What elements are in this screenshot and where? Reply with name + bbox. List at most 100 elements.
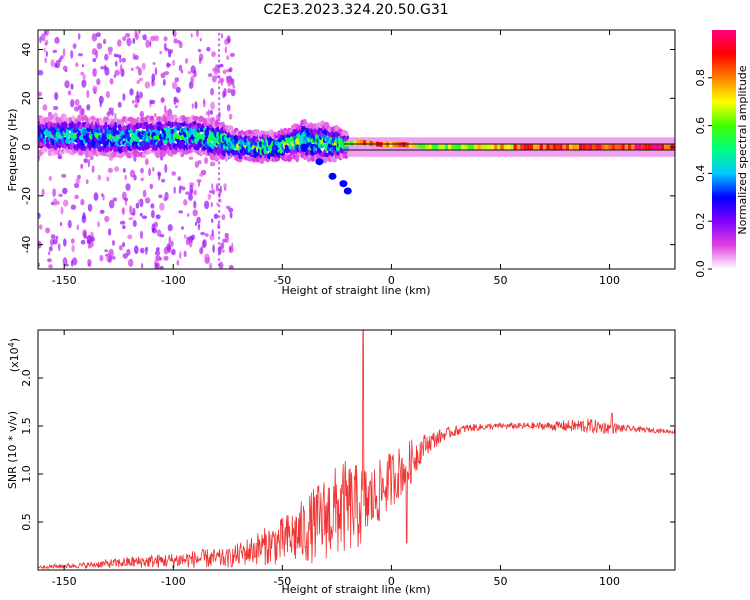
spectrogram-noise-blob <box>91 165 95 174</box>
spectrogram-noise-blob <box>153 35 159 42</box>
snr-series-line <box>38 330 675 570</box>
spectrogram-noise-blob <box>38 69 44 76</box>
snr-panel: -150 -100 -50 0 50 100 0.5 1.0 1.5 2.0 Height of… <box>6 329 676 596</box>
spectrogram-noise-blob <box>191 103 194 109</box>
spectrogram-noise-blob <box>112 197 118 202</box>
spectrogram-noise-blob <box>178 41 183 49</box>
snr-plot-area <box>38 330 675 570</box>
spectrogram-noise-blob <box>185 238 190 246</box>
spectrogram-ridge-cell <box>444 144 449 150</box>
spectrogram-ridge-cell <box>523 144 527 150</box>
spectrogram-branch-point <box>300 143 309 151</box>
spectrogram-noise-blob <box>97 174 102 181</box>
spectrogram-ridge-cell <box>644 144 648 150</box>
spectrogram-ridge-cell <box>507 144 511 150</box>
spectrogram-noise-blob <box>104 66 110 76</box>
spectrogram-ridge-cell <box>667 144 671 150</box>
spectrogram-noise-blob <box>145 39 150 48</box>
spectrogram-noise-blob <box>154 250 161 256</box>
spectrogram-noise-blob <box>113 74 117 78</box>
spectrogram-ridge-cell <box>592 144 596 150</box>
spectrogram-ridge-cell <box>395 142 399 148</box>
spectrogram-noise-blob <box>96 78 101 86</box>
spectrogram-noise-blob <box>199 37 202 42</box>
snr-frame <box>37 329 676 571</box>
spectrogram-ridge-cell <box>408 142 413 148</box>
spectrogram-noise-blob <box>198 57 202 64</box>
spectrogram-ridge-cell <box>660 144 664 150</box>
spectrogram-noise-blob <box>213 213 219 219</box>
spectrogram-noise-blob <box>121 57 127 63</box>
x-tick-label: 100 <box>599 274 620 287</box>
spectrogram-noise-blob <box>90 231 94 238</box>
spectrogram-noise-blob <box>44 39 49 46</box>
spectrogram-streak-cell <box>218 43 221 47</box>
spectrogram-noise-blob <box>221 214 226 221</box>
spectrogram-ridge-cell <box>539 144 543 150</box>
spectrogram-band-blob <box>177 134 182 140</box>
spectrogram-streak-cell <box>218 172 221 175</box>
spectrogram-noise-blob <box>136 80 140 84</box>
spectrogram-noise-blob <box>200 231 206 236</box>
colorbar-ticks: 0.0 0.2 0.4 0.6 0.8 <box>694 69 712 278</box>
spectrogram-noise-blob <box>122 93 126 101</box>
spectrogram-ridge-cell <box>641 144 645 150</box>
spectrogram-noise-blob <box>87 158 90 168</box>
spectrogram-ridge-cell <box>647 144 651 150</box>
spectrogram-noise-blob <box>210 101 216 110</box>
spectrogram-band-blob <box>248 129 252 135</box>
spectrogram-ridge-cell <box>500 144 504 150</box>
spectrogram-noise-blob <box>155 247 160 252</box>
spectrogram-noise-blob <box>50 59 55 68</box>
spectrogram-y-label: Frequency (Hz) <box>6 109 19 192</box>
spectrogram-ridge-cell <box>565 144 570 150</box>
spectrogram-ridge-cell <box>582 144 586 150</box>
x-tick-label: -50 <box>273 575 291 588</box>
spectrogram-noise-blob <box>115 60 118 67</box>
spectrogram-noise-blob <box>108 248 114 257</box>
spectrogram-streak-cell <box>218 226 221 229</box>
spectrogram-noise-blob <box>134 245 139 254</box>
spectrogram-noise-blob <box>225 205 231 210</box>
spectrogram-noise-blob <box>220 242 225 250</box>
spectrogram-streak-cell <box>218 204 221 208</box>
spectrogram-noise-blob <box>190 65 196 74</box>
spectrogram-streak-cell <box>218 81 221 84</box>
spectrogram-branch-point <box>328 172 337 180</box>
spectrogram-ridge-cell <box>418 143 422 149</box>
spectrogram-ridge-cell <box>503 144 507 150</box>
snr-x-label: Height of straight line (km) <box>281 583 430 596</box>
spectrogram-streak-cell <box>218 183 221 186</box>
spectrogram-ridge-cell <box>628 144 632 150</box>
spectrogram-noise-blob <box>74 182 80 189</box>
spectrogram-noise-blob <box>117 101 122 108</box>
figure-title: C2E3.2023.324.20.50.G31 <box>263 2 448 18</box>
spectrogram-noise-blob <box>103 38 107 45</box>
spectrogram-noise-blob <box>134 30 138 39</box>
spectrogram-streak-cell <box>218 258 221 261</box>
spectrogram-noise-blob <box>160 72 166 79</box>
spectrogram-noise-blob <box>90 236 95 242</box>
spectrogram-noise-blob <box>61 173 67 178</box>
spectrogram-noise-blob <box>45 50 48 58</box>
spectrogram-noise-blob <box>171 81 178 90</box>
spectrogram-noise-blob <box>163 42 167 50</box>
spectrogram-noise-blob <box>52 238 58 245</box>
spectrogram-noise-blob <box>129 169 136 178</box>
spectrogram-noise-blob <box>111 109 114 117</box>
spectrogram-noise-blob <box>105 91 110 99</box>
y-tick-label: 2.0 <box>20 369 33 387</box>
spectrogram-streak-cell <box>218 199 221 202</box>
spectrogram-noise-blob <box>107 167 113 173</box>
spectrogram-noise-blob <box>107 228 112 236</box>
spectrogram-noise-blob <box>158 172 161 181</box>
spectrogram-noise-blob <box>44 57 47 64</box>
spectrogram-ridge-cell <box>585 144 589 150</box>
spectrogram-ridge-cell <box>415 143 419 149</box>
spectrogram-noise-blob <box>173 96 178 102</box>
colorbar-label: Normalized spectral amplitude <box>736 65 749 234</box>
spectrogram-noise-blob <box>226 104 231 112</box>
spectrogram-noise-blob <box>161 178 166 183</box>
spectrogram-noise-blob <box>126 37 132 47</box>
